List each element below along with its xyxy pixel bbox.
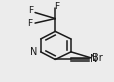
Text: F: F [27,19,32,28]
Text: F: F [28,6,33,15]
Text: Br: Br [91,53,102,63]
Text: F: F [53,2,58,11]
Text: N: N [30,47,37,57]
Text: N: N [89,54,96,64]
